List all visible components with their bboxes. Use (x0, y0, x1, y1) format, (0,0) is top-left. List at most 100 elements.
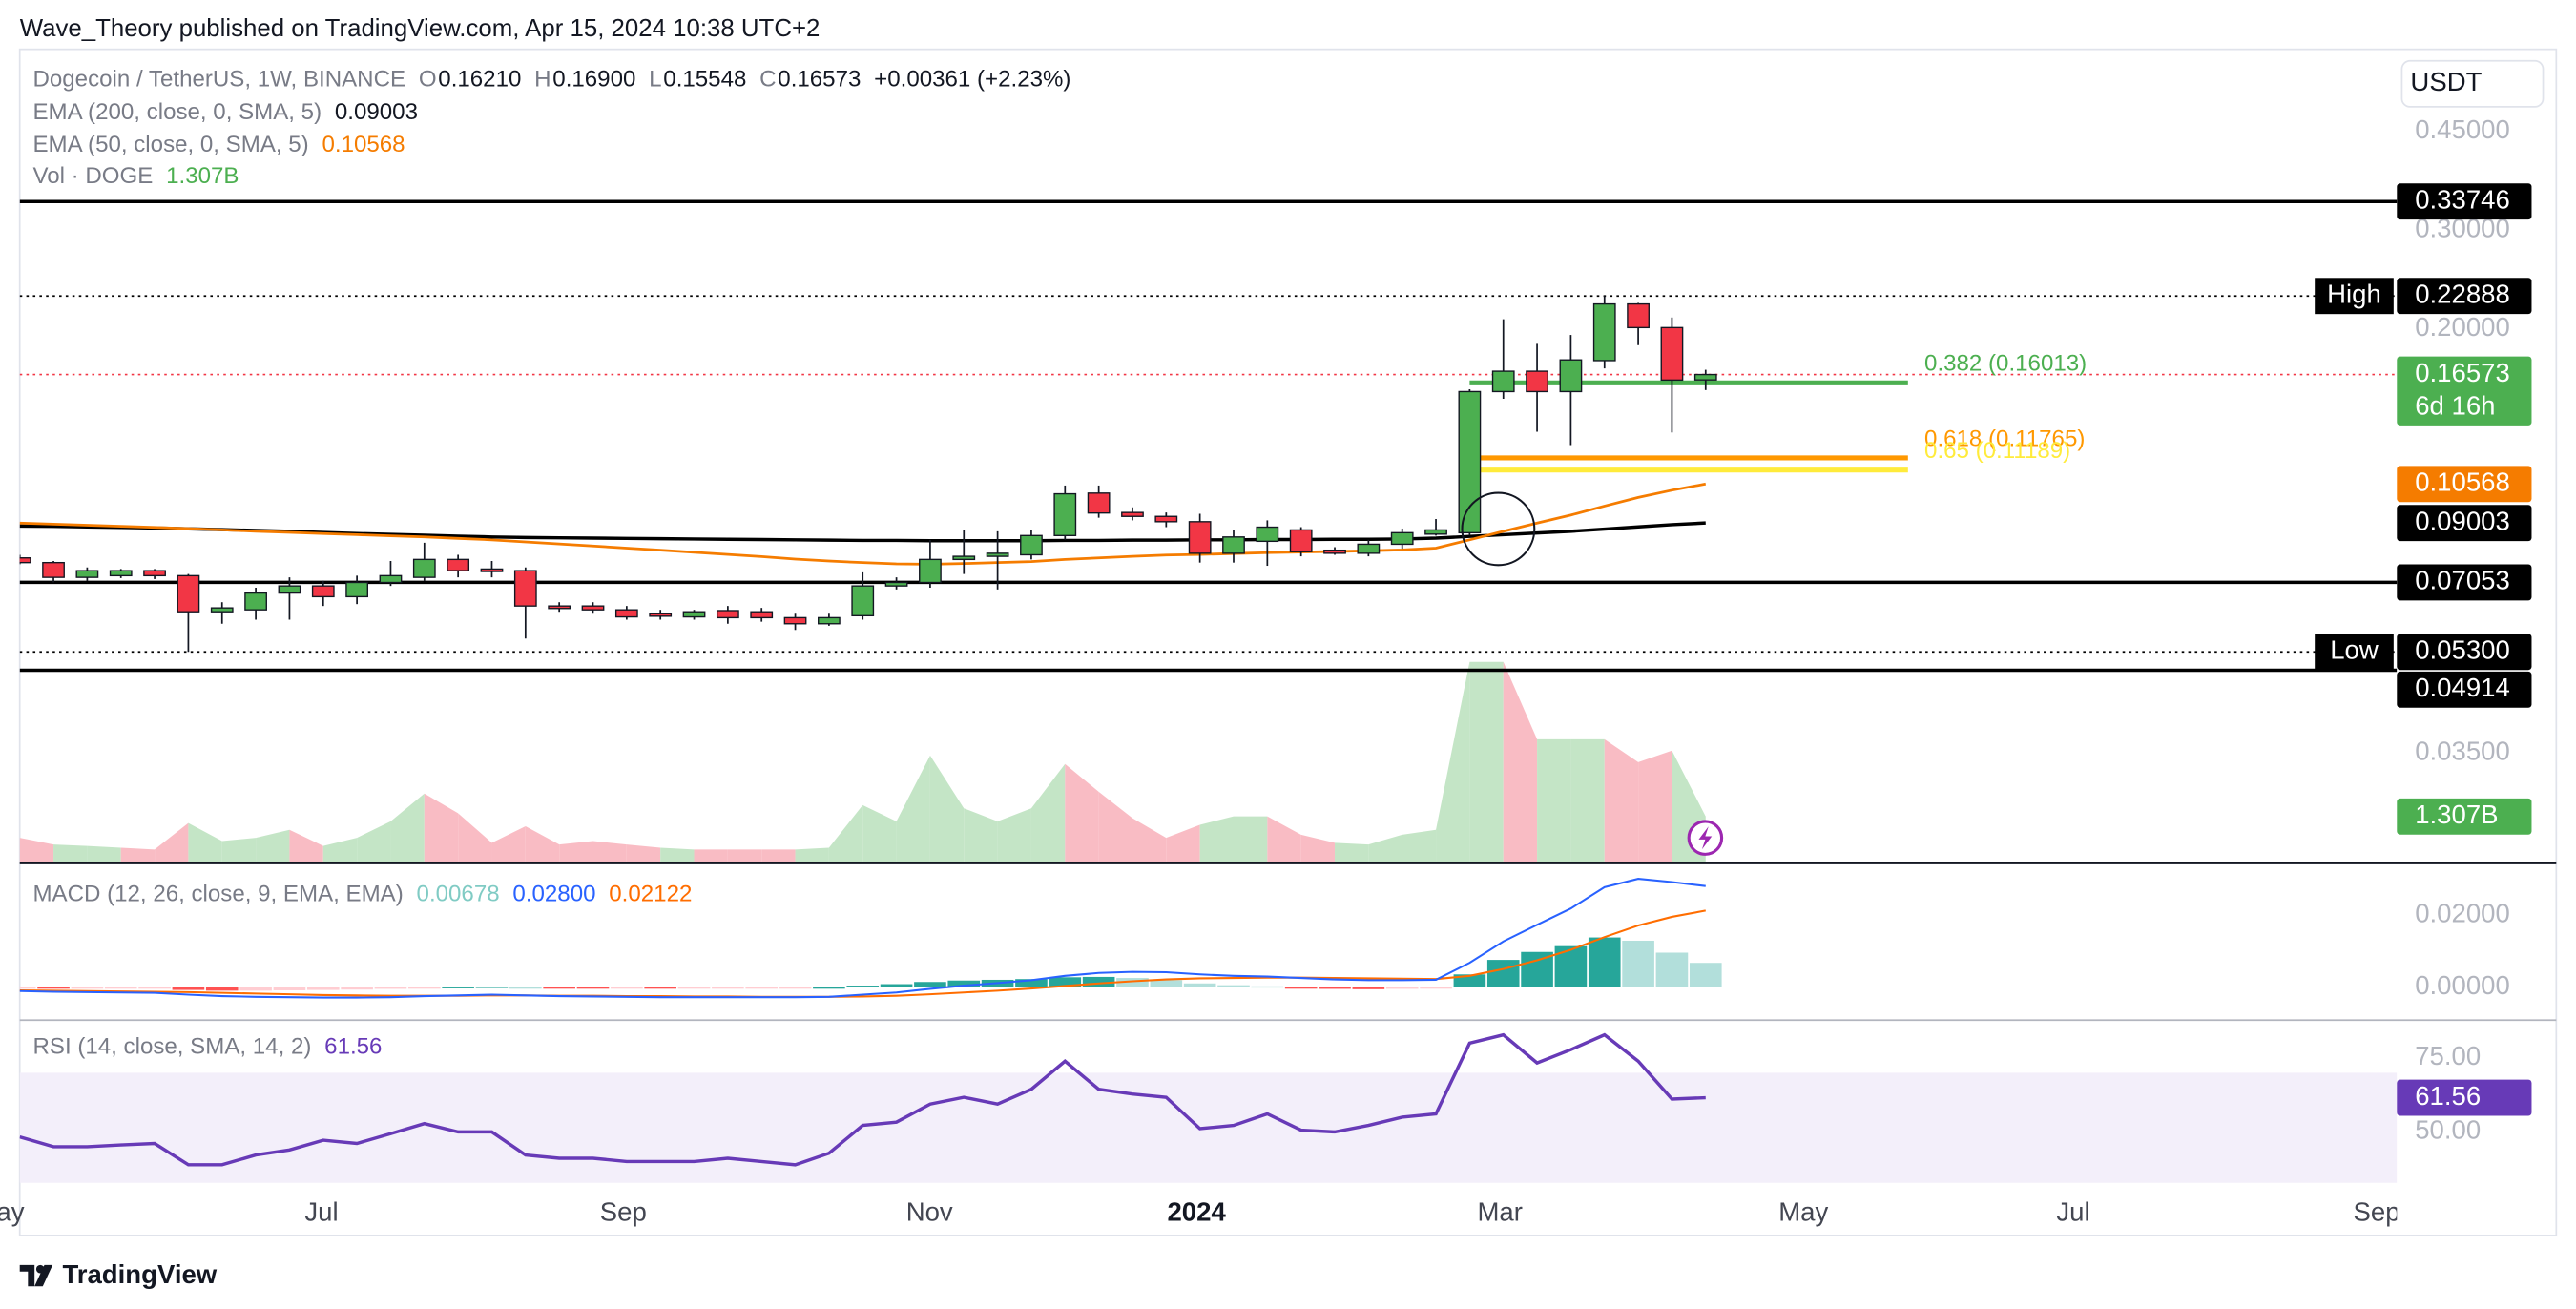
volume-area (1638, 750, 1672, 862)
macd-histogram-bar (1486, 960, 1520, 987)
level-tag-box (2315, 634, 2394, 671)
candle-body (851, 585, 875, 617)
candle-body (1424, 529, 1447, 535)
volume-area (1233, 816, 1268, 862)
legend-line: Dogecoin / TetherUS, 1W, BINANCE O 0.16210… (32, 67, 1070, 93)
macd-histogram-bar (341, 987, 373, 990)
candle-body (919, 558, 942, 584)
macd-histogram-bar (205, 987, 239, 991)
legend-item: 1.307B (166, 163, 239, 189)
x-tick-label: May (1778, 1197, 1828, 1227)
candle-body (1458, 390, 1482, 534)
macd-histogram-bar (1420, 987, 1452, 989)
legend-item: EMA (200, close, 0, SMA, 5) (32, 99, 322, 125)
legend-item: 0.16573 (778, 67, 861, 93)
volume-area (491, 826, 526, 862)
price-label: 0.10568 (2415, 468, 2510, 497)
price-label: 0.33746 (2415, 185, 2510, 215)
macd-histogram-bar (273, 987, 306, 990)
price-label: 0.04914 (2415, 673, 2510, 702)
x-tick-label: Jul (304, 1197, 338, 1227)
candle-body (1491, 370, 1515, 393)
volume-area (1065, 763, 1099, 862)
countdown-label: 6d 16h (2415, 390, 2495, 420)
time-axis: May Jul Sep Nov 2024 Mar May Jul Sep (0, 1197, 2397, 1227)
volume-area (1570, 738, 1605, 862)
price-label: 0.05300 (2415, 635, 2510, 665)
macd-line (19, 878, 1706, 999)
candle-body (1559, 359, 1583, 393)
candle-body (1121, 511, 1144, 517)
macd-histogram-bar (71, 987, 104, 989)
level-tag: High (2327, 280, 2381, 309)
volume-area (458, 813, 492, 862)
macd-histogram-bar (880, 984, 913, 987)
macd-histogram-bar (611, 987, 643, 989)
x-tick-label: Jul (2056, 1197, 2089, 1227)
volume-area (53, 844, 88, 862)
macd-histogram-bar (104, 987, 137, 989)
macd-histogram-bar (1319, 987, 1351, 989)
volume-area (828, 804, 863, 862)
price-label-box (2397, 356, 2532, 426)
legend-line: Vol · DOGE 1.307B (32, 163, 239, 189)
alert-icon[interactable] (1687, 820, 1724, 856)
candle-body (513, 570, 537, 607)
level-tag: Low (2330, 635, 2379, 665)
logo-shape[interactable] (34, 1264, 53, 1287)
legend-item: MACD (12, 26, close, 9, EMA, EMA) (32, 882, 403, 907)
price-label: 1.307B (2415, 800, 2498, 829)
currency-label[interactable]: USDT (2410, 67, 2482, 96)
candle-body (818, 616, 841, 625)
y-tick-label: 75.00 (2415, 1041, 2481, 1070)
macd-histogram-bar (19, 987, 36, 989)
candle-body (750, 611, 774, 619)
macd-histogram-bar (306, 987, 340, 990)
candle-body (1020, 534, 1043, 556)
candle-body (311, 585, 335, 598)
brand-logo[interactable]: TradingView (19, 1259, 218, 1289)
macd-histogram-bar (442, 987, 474, 988)
currency-button-box[interactable] (2400, 59, 2545, 108)
x-tick-label: Nov (906, 1197, 953, 1227)
macd-histogram-bar (745, 987, 779, 989)
legend-line: RSI (14, close, SMA, 14, 2) 61.56 (32, 1034, 382, 1060)
candle-body (1087, 492, 1111, 514)
brand-name[interactable]: TradingView (62, 1259, 217, 1289)
published-line: Wave_Theory published on TradingView.com… (20, 15, 821, 42)
candle-body (75, 570, 99, 578)
volume-area (1436, 661, 1470, 862)
volume-area (1132, 818, 1167, 862)
volume-area (1537, 738, 1571, 862)
candle-body (19, 557, 31, 564)
candle-body (480, 568, 504, 572)
volume-area (19, 838, 54, 862)
currency-button[interactable]: USDT (2400, 59, 2545, 108)
annotation-circle (1461, 491, 1536, 567)
logo-shape[interactable] (19, 1264, 35, 1287)
price-label: 0.16573 (2415, 358, 2510, 387)
volume-area (1402, 829, 1437, 862)
legend-item: RSI (14, close, SMA, 14, 2) (32, 1034, 311, 1060)
candle-body (447, 558, 470, 571)
y-tick-label: 0.45000 (2415, 114, 2510, 144)
macd-histogram-bar (677, 987, 711, 989)
volume-area (256, 829, 290, 862)
macd-histogram-bar (543, 987, 575, 989)
price-label: 61.56 (2415, 1081, 2481, 1111)
price-label-box (2397, 798, 2532, 835)
macd-histogram-bar (509, 987, 542, 989)
volume-area (559, 841, 593, 862)
volume-area (1098, 791, 1132, 862)
candle-body (109, 570, 133, 577)
candle-body (581, 605, 605, 611)
candle-body (1627, 302, 1650, 329)
candle-body (1693, 373, 1717, 381)
volume-area (424, 793, 459, 862)
legend-line: EMA (200, close, 0, SMA, 5) 0.09003 (32, 99, 418, 125)
price-label-box (2397, 466, 2532, 503)
legend-item: L (649, 67, 661, 93)
volume-area (1166, 824, 1200, 862)
volume-area (929, 755, 965, 862)
alert-icon-bolt[interactable] (1698, 826, 1713, 850)
